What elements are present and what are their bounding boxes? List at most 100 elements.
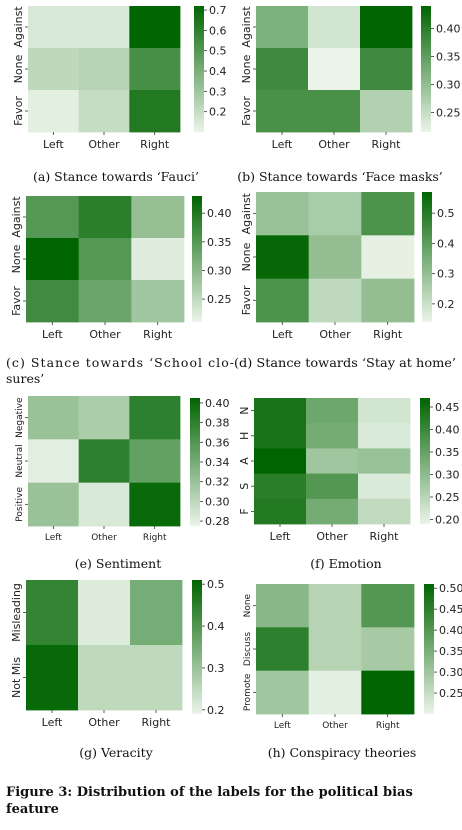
colorbar-tick-label-a-2: 0.5: [209, 45, 227, 58]
colorbar-tick-label-g-3: 0.2: [207, 704, 225, 717]
cell-a-r1-c0: [28, 48, 80, 91]
cell-f-r2-c1: [306, 448, 359, 474]
heatmap-c: Left Other Right Against None Favor 0.40 0.35 0.…: [6, 196, 234, 386]
cell-g-r1-c0: [26, 645, 79, 711]
cell-f-r2-c0: [254, 448, 307, 474]
cell-e-r1-c0: [28, 439, 80, 484]
ytick-label-a-2: Favor: [12, 96, 25, 126]
colorbar-b: [421, 6, 431, 132]
colorbar-tick-label-f-4: 0.25: [435, 491, 460, 504]
cell-b-r1-c0: [256, 48, 309, 91]
colorbar-tick-label-h-4: 0.30: [439, 666, 462, 679]
cell-h-r1-c2: [361, 627, 415, 672]
cell-h-r1-c0: [256, 627, 310, 672]
cell-e-r0-c0: [28, 396, 80, 440]
cell-f-r4-c0: [254, 498, 307, 525]
colorbar-tick-label-f-5: 0.20: [435, 514, 460, 527]
colorbar-tick-label-d-1: 0.4: [437, 237, 455, 250]
ytick-label-g-0: Misleading: [10, 583, 23, 642]
colorbar-f: [420, 398, 430, 524]
cell-f-r3-c1: [306, 473, 359, 500]
colorbar-tick-label-a-3: 0.4: [209, 65, 227, 78]
cell-d-r0-c2: [361, 192, 415, 236]
cell-d-r1-c2: [361, 235, 415, 280]
cell-c-r0-c2: [131, 196, 185, 239]
cell-c-r2-c1: [78, 280, 132, 323]
cell-a-r0-c0: [28, 6, 80, 49]
cell-a-r2-c2: [129, 90, 181, 133]
cell-d-r2-c1: [308, 278, 362, 323]
colorbar-tick-label-d-2: 0.3: [437, 268, 455, 281]
heatmap-f: Left Other Right N H A S F 0.45 0.40 0.35 0.30 0.25 0…: [238, 398, 460, 571]
cell-e-r1-c2: [129, 439, 181, 484]
heatmap-h: Left Other Right None Discuss Promote 0.50 0.45…: [243, 582, 462, 760]
xtick-label-h-1: Other: [322, 721, 348, 731]
colorbar-tick-label-f-0: 0.45: [435, 401, 460, 414]
cell-a-r0-c2: [129, 6, 181, 49]
cell-b-r2-c0: [256, 90, 309, 133]
colorbar-tick-label-b-3: 0.25: [436, 106, 461, 119]
ytick-label-b-1: None: [240, 54, 253, 83]
colorbar-tick-label-d-3: 0.2: [437, 298, 455, 311]
xtick-label-c-0: Left: [42, 328, 63, 341]
colorbar-tick-label-c-3: 0.25: [207, 293, 232, 306]
xtick-label-g-1: Other: [88, 716, 120, 729]
xtick-label-h-2: Right: [376, 721, 400, 731]
cell-a-r2-c0: [28, 90, 80, 133]
cell-b-r0-c0: [256, 6, 309, 49]
cell-h-r2-c2: [361, 670, 415, 715]
colorbar-tick-label-e-0: 0.40: [205, 397, 230, 410]
xtick-label-h-0: Left: [274, 721, 291, 731]
cell-h-r2-c1: [308, 670, 362, 715]
ytick-label-e-2: Positive: [15, 487, 25, 522]
colorbar-tick-label-e-6: 0.28: [205, 515, 230, 528]
colorbar-tick-label-e-3: 0.34: [205, 456, 230, 469]
cell-g-r0-c1: [78, 580, 131, 646]
caption-g: (g) Veracity: [79, 745, 153, 760]
cell-a-r1-c1: [78, 48, 130, 91]
xtick-label-a-0: Left: [43, 138, 64, 151]
ytick-label-g-1: Not Mis: [10, 657, 23, 698]
cell-e-r2-c2: [129, 482, 181, 527]
colorbar-tick-label-e-2: 0.36: [205, 436, 230, 449]
ytick-label-f-0: N: [238, 406, 251, 414]
xtick-label-f-1: Other: [316, 530, 348, 543]
cell-h-r1-c1: [308, 627, 362, 672]
ytick-label-f-4: F: [238, 508, 251, 514]
colorbar-tick-label-h-0: 0.50: [439, 582, 462, 595]
cell-d-r2-c0: [256, 278, 310, 323]
cell-c-r2-c0: [26, 280, 80, 323]
caption-e: (e) Sentiment: [75, 556, 161, 571]
cell-a-r0-c1: [78, 6, 130, 49]
cell-e-r0-c1: [78, 396, 130, 440]
xtick-label-b-1: Other: [318, 138, 350, 151]
cell-f-r1-c0: [254, 423, 307, 449]
colorbar-tick-label-h-2: 0.40: [439, 624, 462, 637]
colorbar-tick-label-g-1: 0.4: [207, 620, 225, 633]
cell-f-r0-c0: [254, 398, 307, 424]
caption-c-line1: (c) Stance towards ‘School clo-: [6, 355, 234, 370]
cell-b-r2-c2: [360, 90, 413, 133]
cell-h-r0-c1: [308, 584, 362, 628]
cell-g-r1-c1: [78, 645, 131, 711]
cell-f-r1-c2: [358, 423, 411, 449]
ytick-label-h-2: Promote: [243, 673, 253, 711]
cell-b-r0-c2: [360, 6, 413, 49]
cell-c-r0-c1: [78, 196, 132, 239]
cell-f-r3-c0: [254, 473, 307, 500]
colorbar-tick-label-a-5: 0.2: [209, 106, 227, 119]
colorbar-e: [190, 398, 200, 526]
xtick-label-e-2: Right: [143, 533, 167, 543]
heatmap-e: Left Other Right Negative Neutral Positive 0.4…: [15, 396, 230, 571]
cell-f-r0-c1: [306, 398, 359, 424]
colorbar-g: [192, 580, 202, 714]
caption-d: (d) Stance towards ‘Stay at home’: [234, 355, 456, 370]
colorbar-tick-label-a-0: 0.7: [209, 4, 227, 17]
colorbar-tick-label-b-0: 0.40: [436, 22, 461, 35]
caption-c-line2: sures’: [6, 371, 44, 386]
cell-a-r1-c2: [129, 48, 181, 91]
colorbar-tick-label-a-1: 0.6: [209, 24, 227, 37]
ytick-label-a-0: Against: [12, 6, 25, 48]
caption-b: (b) Stance towards ‘Face masks’: [237, 169, 443, 184]
